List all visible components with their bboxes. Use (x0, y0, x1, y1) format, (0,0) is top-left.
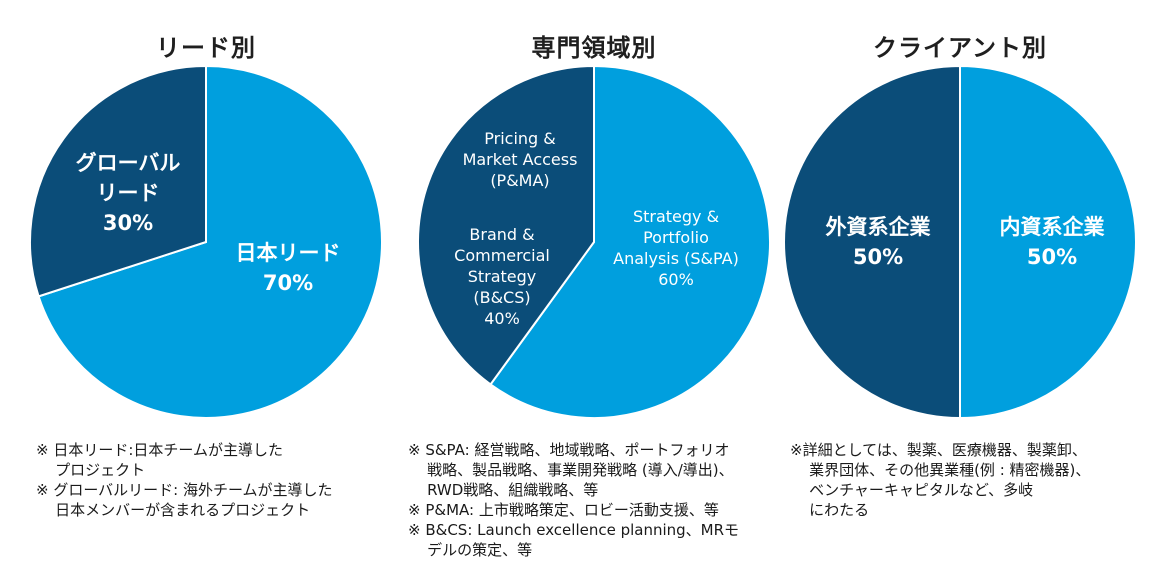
slice-label-1-0: Strategy & Portfolio Analysis (S&PA) 60% (613, 207, 739, 289)
footnote-line: ベンチャーキャピタルなど、多岐 (790, 481, 1034, 499)
chart-title-lead: リード別 (156, 34, 256, 62)
footnote-line: RWD戦略、組織戦略、等 (408, 481, 599, 499)
footnote-line: にわたる (790, 501, 870, 519)
pie-slice-0-1 (29, 64, 207, 298)
footnote-line: ※ グローバルリード: 海外チームが主導した (36, 481, 333, 499)
chart-title-expertise: 専門領域別 (531, 34, 657, 62)
chart-title-client: クライアント別 (872, 34, 1048, 62)
footnote-line: ※ 日本リード:日本チームが主導した (36, 441, 283, 459)
footnote-client: ※詳細としては、製薬、医療機器、製薬卸、 業界団体、その他異業種(例 : 精密機… (790, 440, 1160, 520)
slice-label-2-1: 外資系企業 50% (826, 215, 932, 269)
slice-label-0-1: グローバルリード 30% (76, 151, 181, 235)
footnote-line: 戦略、製品戦略、事業開発戦略 (導入/導出)、 (408, 461, 734, 479)
footnote-line: デルの策定、等 (408, 541, 533, 559)
slice-label-1-1: Brand & Commercial Strategy (B&CS) 40% (454, 225, 550, 328)
footnote-lead: ※ 日本リード:日本チームが主導した プロジェクト ※ グローバルリード: 海外チ… (36, 440, 396, 520)
footnote-line: 日本メンバーが含まれるプロジェクト (36, 501, 311, 519)
footnote-line: プロジェクト (36, 461, 146, 479)
footnote-line: ※ P&MA: 上市戦略策定、ロビー活動支援、等 (408, 501, 719, 519)
footnote-line: ※ B&CS: Launch excellence planning、MRモ (408, 521, 740, 539)
footnote-expertise: ※ S&PA: 経営戦略、地域戦略、ポートフォリオ 戦略、製品戦略、事業開発戦略… (408, 440, 778, 560)
footnote-line: ※ S&PA: 経営戦略、地域戦略、ポートフォリオ (408, 441, 730, 459)
pie-chart-client: 内資系企業 50% 外資系企業 50% (783, 64, 1137, 420)
slice-label-0-0: 日本リード 70% (236, 241, 341, 295)
slice-label-2-0: 内資系企業 50% (1000, 215, 1106, 269)
pie-slice-2-1 (783, 64, 961, 420)
pie-slice-2-0 (959, 64, 1137, 420)
footnote-line: 業界団体、その他異業種(例 : 精密機器)、 (790, 461, 1091, 479)
pie-chart-expertise: Strategy & Portfolio Analysis (S&PA) 60% Bra… (417, 64, 771, 419)
slice-extra-label-1-1: Pricing & Market Access (P&MA) (463, 129, 578, 190)
pie-slice-1-0 (489, 64, 771, 419)
pie-slice-0-0 (37, 64, 383, 419)
pie-chart-lead: 日本リード 70% グローバルリード 30% (29, 64, 383, 419)
footnote-line: ※詳細としては、製薬、医療機器、製薬卸、 (790, 441, 1087, 459)
pie-slice-1-1 (417, 64, 595, 386)
